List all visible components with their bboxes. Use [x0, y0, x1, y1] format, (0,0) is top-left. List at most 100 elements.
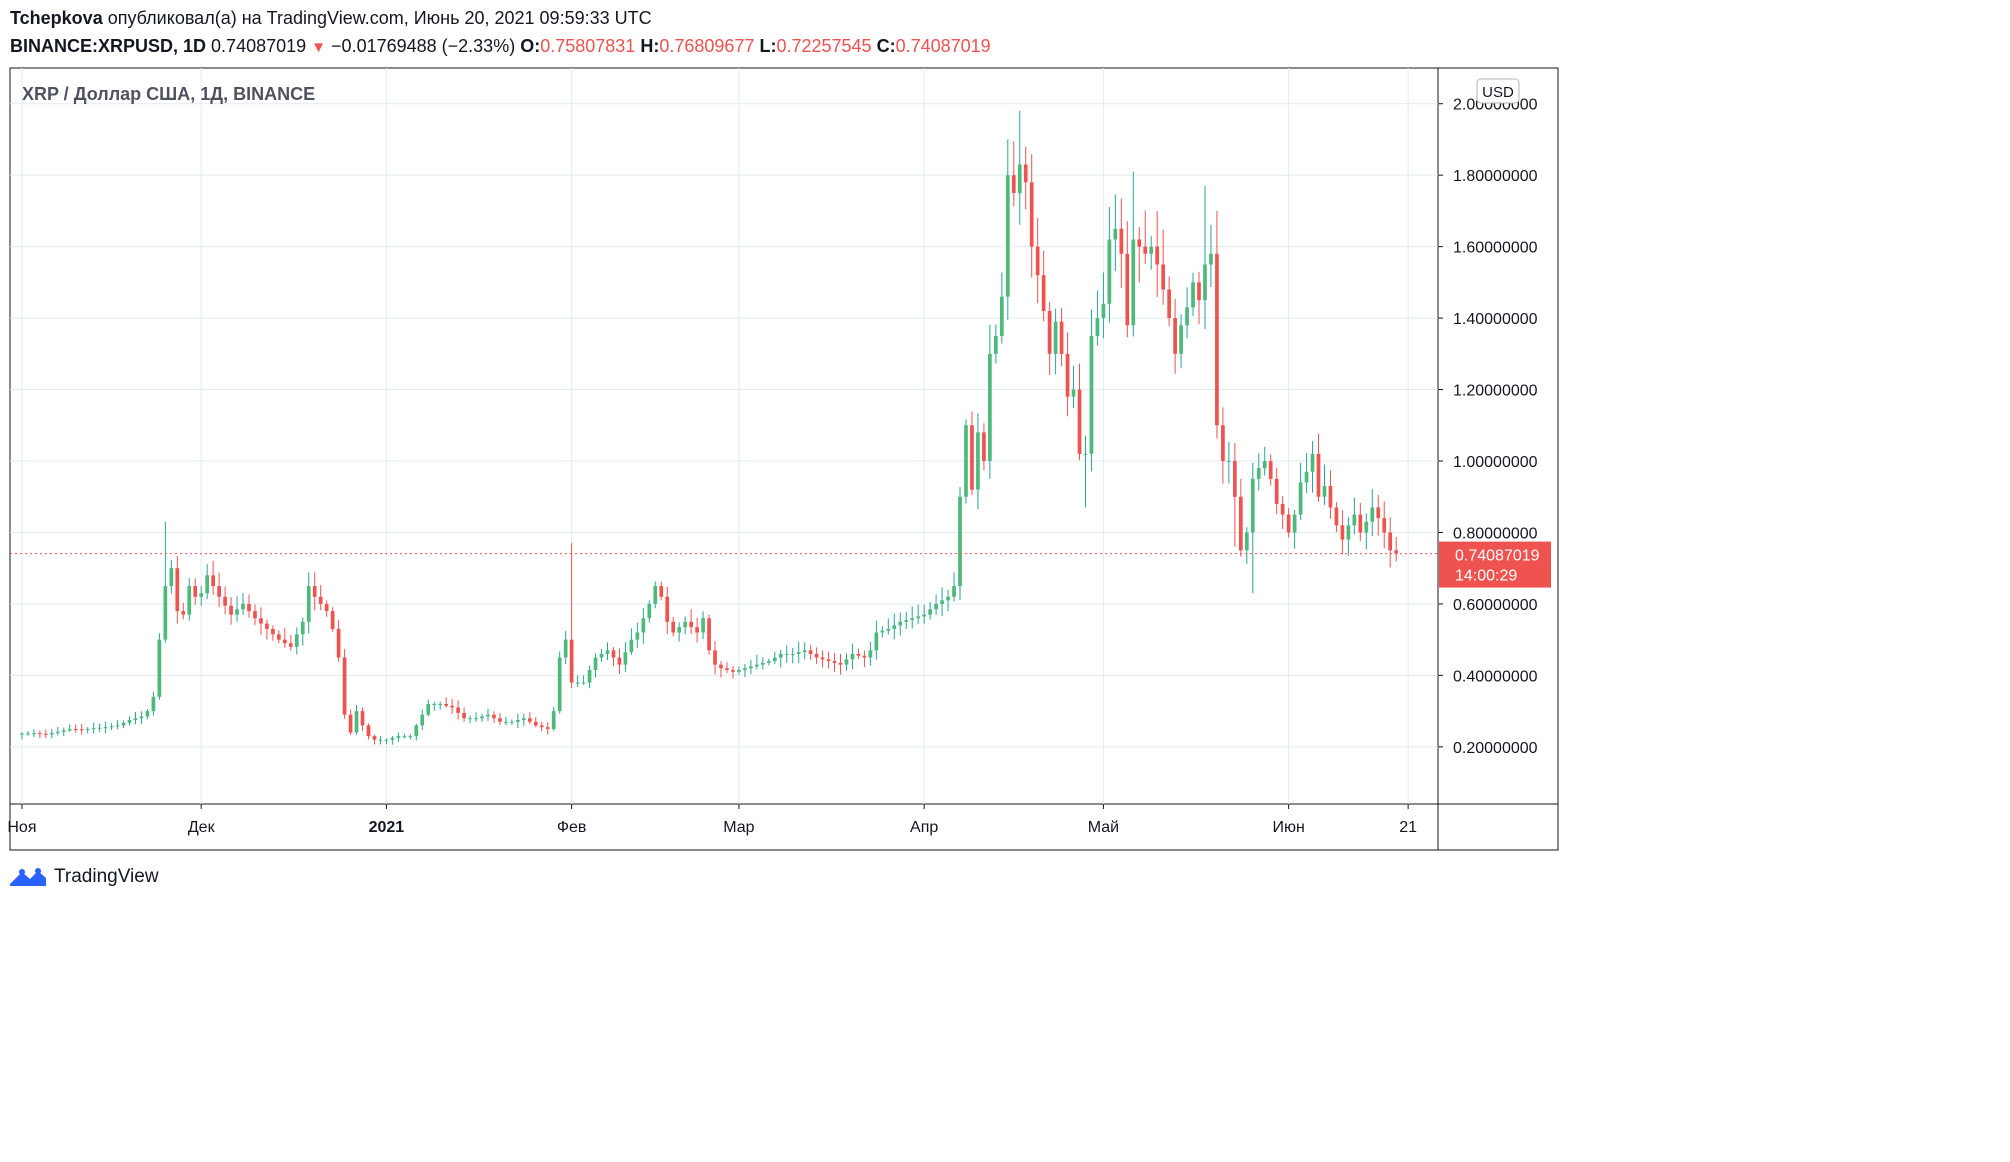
candle-up[interactable] [1179, 314, 1183, 369]
candle-down[interactable] [444, 697, 449, 708]
candle-up[interactable] [420, 709, 425, 731]
candle-up[interactable] [629, 628, 634, 655]
candle-down[interactable] [731, 666, 735, 679]
candle-down[interactable] [181, 602, 186, 620]
candle-up[interactable] [593, 653, 598, 678]
candle-up[interactable] [976, 413, 980, 510]
candle-up[interactable] [55, 727, 60, 736]
candle-down[interactable] [1233, 442, 1237, 547]
candle-down[interactable] [217, 572, 221, 608]
candle-up[interactable] [97, 723, 102, 733]
candle-up[interactable] [1017, 110, 1022, 225]
candle-down[interactable] [330, 607, 335, 632]
candle-up[interactable] [205, 564, 210, 600]
candle-up[interactable] [402, 733, 407, 739]
candle-up[interactable] [1370, 489, 1375, 537]
candle-down[interactable] [1173, 298, 1177, 374]
candle-down[interactable] [175, 556, 180, 624]
candle-up[interactable] [426, 699, 431, 717]
candle-up[interactable] [766, 658, 771, 666]
candle-up[interactable] [121, 720, 126, 729]
candle-up[interactable] [922, 604, 927, 624]
candle-down[interactable] [1280, 496, 1285, 529]
candle-up[interactable] [516, 713, 520, 729]
candle-down[interactable] [79, 723, 84, 735]
candle-up[interactable] [163, 521, 168, 643]
candle-down[interactable] [324, 600, 329, 617]
candle-down[interactable] [1041, 250, 1046, 322]
candle-up[interactable] [1107, 206, 1112, 323]
candle-up[interactable] [551, 706, 556, 732]
candle-up[interactable] [737, 666, 741, 675]
candle-down[interactable] [1376, 495, 1381, 536]
candle-down[interactable] [312, 572, 317, 611]
candle-up[interactable] [683, 616, 688, 635]
candle-up[interactable] [1149, 235, 1154, 270]
candle-down[interactable] [826, 651, 831, 669]
candle-up[interactable] [605, 642, 610, 660]
candle-up[interactable] [1053, 308, 1058, 375]
candle-up[interactable] [964, 419, 968, 504]
candle-down[interactable] [73, 724, 78, 733]
candle-up[interactable] [1005, 139, 1010, 320]
candle-up[interactable] [474, 712, 478, 722]
time-axis[interactable]: Ноя Дек 2021 Фев Мар Апр Май Июн 21 [7, 804, 1417, 836]
candle-down[interactable] [1340, 509, 1345, 555]
candle-down[interactable] [719, 661, 723, 678]
candle-down[interactable] [617, 648, 622, 674]
candle-down[interactable] [1011, 141, 1016, 207]
candle-down[interactable] [462, 707, 466, 722]
candle-down[interactable] [1137, 227, 1142, 283]
candle-up[interactable] [26, 730, 30, 736]
candle-up[interactable] [199, 586, 204, 606]
candle-up[interactable] [300, 617, 305, 646]
candle-down[interactable] [1286, 508, 1291, 538]
candle-down[interactable] [1035, 217, 1040, 304]
candle-up[interactable] [772, 651, 777, 665]
candle-down[interactable] [360, 707, 365, 731]
price-axis[interactable]: 0.20000000 0.40000000 0.60000000 0.80000000… [1438, 97, 1538, 757]
candle-up[interactable] [587, 665, 592, 689]
candle-up[interactable] [294, 627, 299, 655]
candle-up[interactable] [378, 736, 383, 745]
candle-up[interactable] [133, 712, 138, 725]
candle-up[interactable] [641, 607, 646, 644]
candle-down[interactable] [1197, 271, 1201, 325]
candle-up[interactable] [1203, 185, 1207, 329]
candle-up[interactable] [1262, 446, 1267, 476]
candle-up[interactable] [874, 620, 879, 660]
candle-down[interactable] [1394, 537, 1399, 562]
candle-down[interactable] [271, 625, 275, 641]
candle-down[interactable] [498, 713, 502, 725]
candle-down[interactable] [1059, 307, 1064, 366]
author-name[interactable]: Tchepkova [10, 8, 103, 28]
candle-up[interactable] [575, 675, 580, 688]
candle-up[interactable] [1071, 365, 1076, 409]
candle-down[interactable] [1077, 363, 1082, 461]
candle-up[interactable] [635, 622, 640, 648]
candle-up[interactable] [151, 691, 156, 716]
candle-up[interactable] [504, 716, 508, 726]
candle-down[interactable] [1382, 501, 1387, 549]
candle-down[interactable] [545, 722, 550, 735]
candle-down[interactable] [725, 662, 729, 674]
candle-up[interactable] [91, 722, 96, 734]
candles[interactable] [20, 110, 1399, 745]
candle-down[interactable] [611, 647, 616, 667]
candle-down[interactable] [665, 586, 670, 635]
candle-up[interactable] [755, 654, 759, 670]
candle-up[interactable] [438, 701, 443, 710]
candle-up[interactable] [157, 633, 162, 700]
candle-up[interactable] [653, 581, 658, 609]
candle-up[interactable] [844, 653, 849, 671]
candle-down[interactable] [1161, 229, 1166, 305]
candle-up[interactable] [886, 618, 891, 635]
candle-up[interactable] [1256, 453, 1261, 491]
candle-up[interactable] [563, 631, 568, 665]
candle-down[interactable] [456, 700, 460, 720]
candle-up[interactable] [354, 704, 359, 735]
candle-up[interactable] [940, 587, 944, 616]
candle-up[interactable] [898, 612, 903, 636]
candle-up[interactable] [1346, 517, 1351, 556]
candle-up[interactable] [850, 643, 855, 670]
